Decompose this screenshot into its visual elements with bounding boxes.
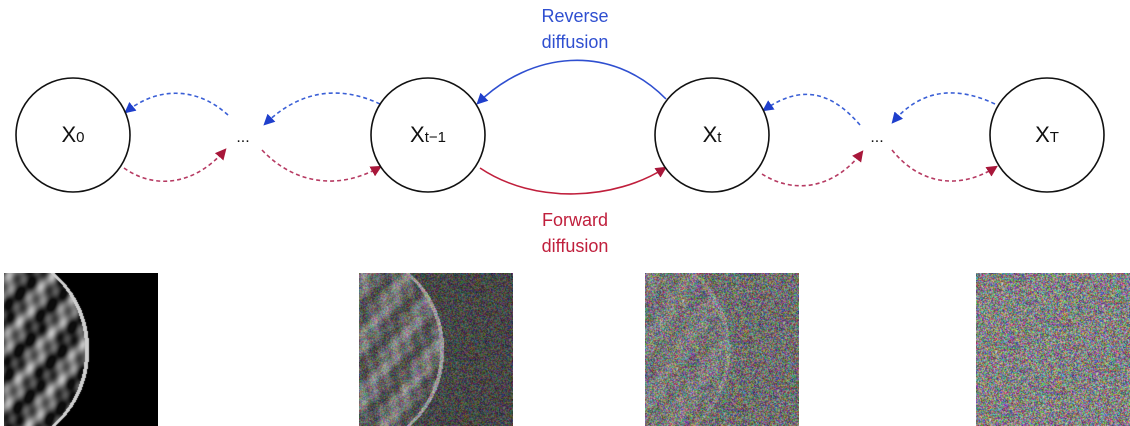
node-x0-base: X — [61, 122, 76, 147]
node-xT: XT — [989, 77, 1105, 193]
node-x0: X0 — [15, 77, 131, 193]
forward-dashed-arrow-1 — [123, 148, 227, 183]
reverse-dashed-arrow-3 — [762, 93, 861, 126]
reverse-dashed-arrow-4 — [891, 92, 996, 124]
reverse-dashed-arrow-1 — [124, 92, 229, 116]
reverse-diffusion-label-line1: Reverse — [541, 6, 608, 26]
node-xt-1-base: X — [410, 122, 425, 147]
reverse-dashed-arrow-2 — [263, 92, 381, 126]
svg-text:X0: X0 — [61, 122, 84, 147]
forward-diffusion-label-line1: Forward — [542, 210, 608, 230]
node-xt: Xt — [654, 77, 770, 193]
svg-text:XT: XT — [1035, 122, 1059, 147]
node-xT-sub: T — [1050, 129, 1059, 146]
forward-dashed-arrow-4 — [891, 149, 998, 182]
node-xT-base: X — [1035, 122, 1050, 147]
svg-text:Xt: Xt — [703, 122, 723, 147]
forward-dashed-arrow-2 — [261, 149, 382, 182]
node-x0-sub: 0 — [76, 129, 84, 146]
node-xt-1: Xt−1 — [370, 77, 486, 193]
mammogram-xt-image — [645, 273, 799, 426]
ellipsis-right: ... — [870, 129, 883, 146]
reverse-diffusion-arrow — [476, 59, 667, 105]
node-xt-base: X — [703, 122, 718, 147]
reverse-diffusion-label-line2: diffusion — [542, 32, 609, 52]
ellipsis-left: ... — [236, 129, 249, 146]
mammogram-xt-1-image — [359, 273, 513, 426]
forward-diffusion-arrow — [479, 166, 667, 195]
forward-diffusion-label-line2: diffusion — [542, 236, 609, 256]
svg-text:Xt−1: Xt−1 — [410, 122, 446, 147]
noise-xT-image — [976, 273, 1130, 426]
forward-dashed-arrow-3 — [761, 150, 864, 187]
node-xt-1-sub: t−1 — [425, 129, 446, 146]
mammogram-x0-image — [4, 273, 158, 426]
node-xt-sub: t — [717, 129, 722, 146]
